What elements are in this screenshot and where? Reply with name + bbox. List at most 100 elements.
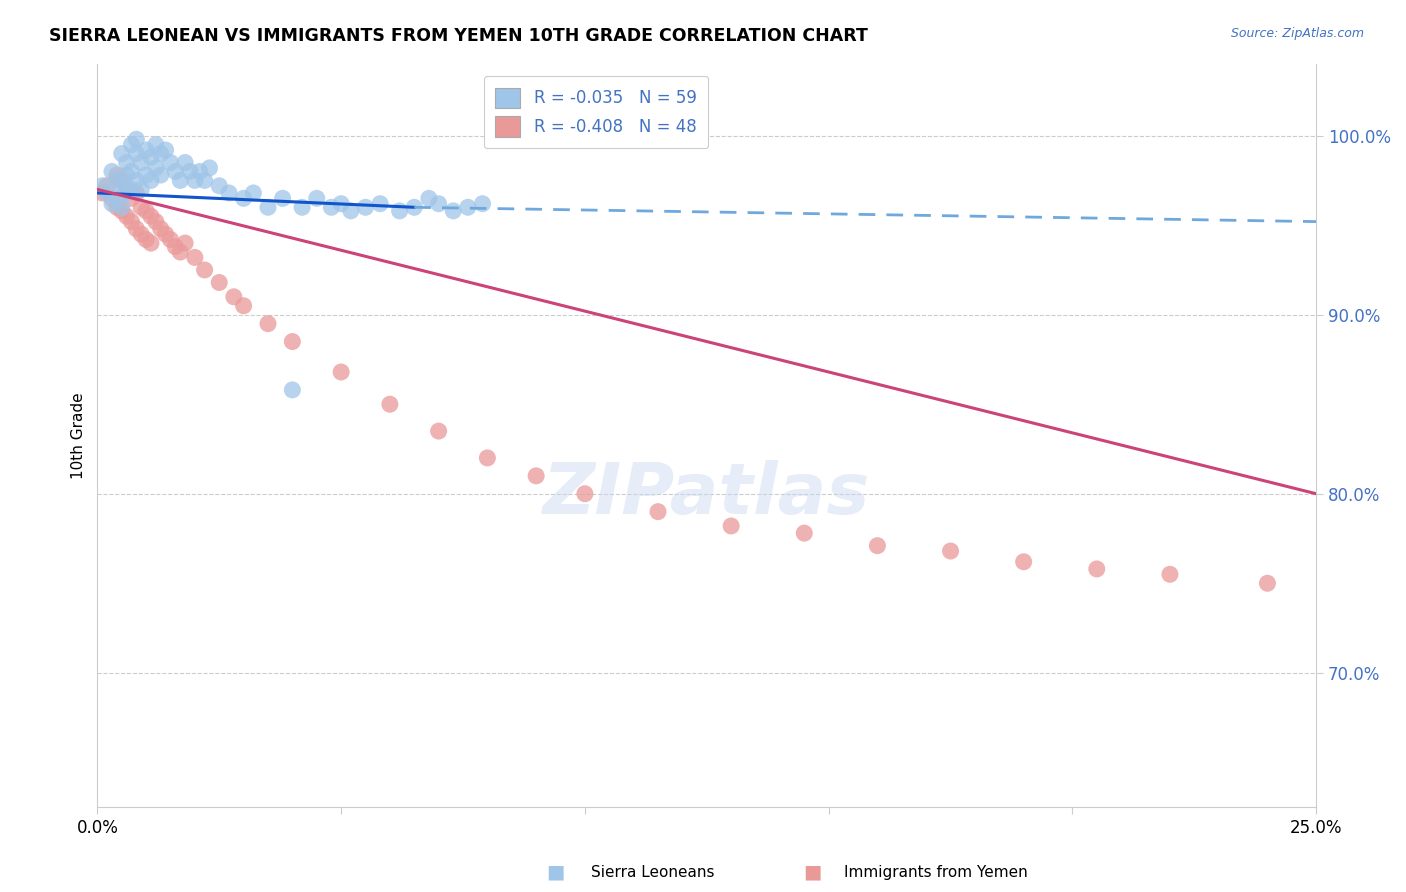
Text: Sierra Leoneans: Sierra Leoneans xyxy=(591,865,714,880)
Point xyxy=(91,178,114,193)
Point xyxy=(330,365,353,379)
Point xyxy=(222,290,245,304)
Point xyxy=(115,155,138,169)
Point xyxy=(159,155,181,169)
Point xyxy=(174,236,197,251)
Point xyxy=(184,173,207,187)
Point xyxy=(477,450,499,465)
Point xyxy=(257,200,280,214)
Point xyxy=(232,191,254,205)
Point xyxy=(418,191,440,205)
Point xyxy=(125,186,148,200)
Point xyxy=(281,334,304,349)
Point xyxy=(305,191,328,205)
Point xyxy=(457,200,479,214)
Point xyxy=(647,505,669,519)
Point xyxy=(129,155,152,169)
Point xyxy=(378,397,401,411)
Point xyxy=(105,173,128,187)
Point xyxy=(155,227,177,241)
Point xyxy=(115,182,138,196)
Point xyxy=(188,164,211,178)
Point xyxy=(111,200,134,214)
Point xyxy=(149,221,172,235)
Point xyxy=(232,299,254,313)
Point xyxy=(291,200,314,214)
Point xyxy=(105,168,128,182)
Point xyxy=(111,146,134,161)
Point xyxy=(427,424,450,438)
Point xyxy=(1085,562,1108,576)
Point xyxy=(169,173,191,187)
Point xyxy=(179,164,201,178)
Point xyxy=(198,161,221,175)
Point xyxy=(129,227,152,241)
Point xyxy=(218,186,240,200)
Point xyxy=(145,214,167,228)
Point xyxy=(115,186,138,200)
Point xyxy=(96,186,118,200)
Point xyxy=(939,544,962,558)
Point xyxy=(139,150,162,164)
Point xyxy=(139,173,162,187)
Point xyxy=(111,178,134,193)
Point xyxy=(121,182,143,196)
Point xyxy=(1012,555,1035,569)
Point xyxy=(281,383,304,397)
Point xyxy=(125,132,148,146)
Point xyxy=(139,209,162,223)
Point xyxy=(1256,576,1278,591)
Point xyxy=(125,221,148,235)
Legend: R = -0.035   N = 59, R = -0.408   N = 48: R = -0.035 N = 59, R = -0.408 N = 48 xyxy=(484,76,709,148)
Point xyxy=(524,468,547,483)
Point xyxy=(105,191,128,205)
Text: ■: ■ xyxy=(803,863,823,882)
Point xyxy=(257,317,280,331)
Point xyxy=(145,161,167,175)
Point xyxy=(368,196,391,211)
Point xyxy=(184,251,207,265)
Point xyxy=(159,233,181,247)
Point xyxy=(135,203,157,218)
Point xyxy=(165,240,187,254)
Point xyxy=(720,519,742,533)
Point xyxy=(145,137,167,152)
Point xyxy=(174,155,197,169)
Point xyxy=(208,276,231,290)
Point xyxy=(135,143,157,157)
Point xyxy=(135,233,157,247)
Point xyxy=(208,178,231,193)
Point xyxy=(388,203,411,218)
Point xyxy=(101,164,124,178)
Point xyxy=(115,168,138,182)
Point xyxy=(135,168,157,182)
Point xyxy=(111,203,134,218)
Point xyxy=(169,245,191,260)
Point xyxy=(194,173,217,187)
Point xyxy=(321,200,343,214)
Point xyxy=(101,196,124,211)
Point xyxy=(427,196,450,211)
Y-axis label: 10th Grade: 10th Grade xyxy=(72,392,86,479)
Point xyxy=(165,164,187,178)
Point xyxy=(330,196,353,211)
Text: Source: ZipAtlas.com: Source: ZipAtlas.com xyxy=(1230,27,1364,40)
Text: ZIPatlas: ZIPatlas xyxy=(543,460,870,530)
Point xyxy=(271,191,294,205)
Point xyxy=(155,143,177,157)
Point xyxy=(471,196,494,211)
Point xyxy=(115,209,138,223)
Point xyxy=(121,137,143,152)
Point xyxy=(574,487,596,501)
Point xyxy=(1159,567,1181,582)
Point xyxy=(441,203,464,218)
Point xyxy=(111,173,134,187)
Point xyxy=(340,203,363,218)
Text: Immigrants from Yemen: Immigrants from Yemen xyxy=(844,865,1028,880)
Point xyxy=(194,263,217,277)
Point xyxy=(121,214,143,228)
Point xyxy=(129,182,152,196)
Point xyxy=(125,173,148,187)
Point xyxy=(125,146,148,161)
Point xyxy=(129,200,152,214)
